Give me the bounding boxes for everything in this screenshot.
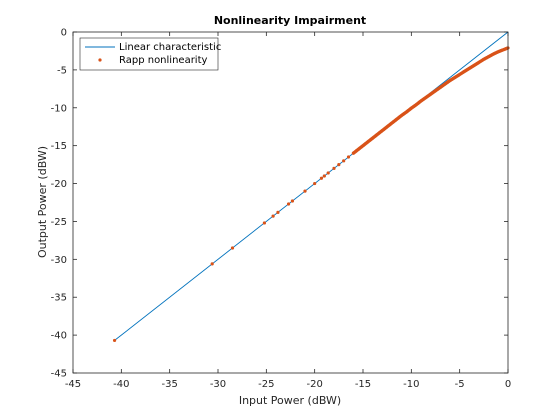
data-point-dense (505, 46, 509, 50)
x-tick-label: -35 (161, 379, 177, 390)
data-point (326, 171, 330, 175)
y-tick-label: -30 (51, 255, 67, 266)
data-point (276, 210, 280, 214)
data-point (262, 221, 266, 225)
x-tick-label: -10 (403, 379, 419, 390)
legend-marker-sample (98, 58, 102, 62)
chart-title: Nonlinearity Impairment (214, 14, 366, 27)
y-tick-label: -5 (57, 65, 67, 76)
legend-box (79, 37, 219, 71)
data-point (210, 262, 214, 266)
data-point (290, 199, 295, 203)
y-tick-label: -45 (51, 369, 67, 380)
y-tick-label: -35 (51, 293, 67, 304)
data-point (322, 174, 326, 178)
x-tick-label: -25 (258, 379, 274, 390)
data-point (230, 246, 235, 250)
data-point (286, 202, 291, 206)
y-axis-label: Output Power (dBW) (36, 146, 49, 258)
x-tick-label: -20 (306, 379, 322, 390)
x-tick-label: -40 (113, 379, 129, 390)
series-markers-rapp-nonlinearity (112, 46, 510, 343)
series-line-linear-characteristic (114, 31, 509, 341)
y-tick-label: -10 (51, 103, 67, 114)
data-point (337, 163, 341, 167)
data-point (303, 189, 307, 193)
data-point (112, 338, 117, 343)
series-layer (112, 31, 510, 343)
x-tick-label: -45 (65, 379, 81, 390)
y-tick-label: 0 (61, 28, 67, 39)
legend-label-linear: Linear characteristic (119, 42, 221, 53)
legend-label-rapp: Rapp nonlinearity (119, 55, 208, 66)
legend: Linear characteristic Rapp nonlinearity (79, 37, 221, 71)
x-tick-label: -15 (355, 379, 371, 390)
data-point (342, 159, 346, 163)
x-tick-label: -30 (210, 379, 226, 390)
plot-frame (72, 31, 509, 374)
ticks-layer: -45 -40 -35 -30 -25 -20 -15 -10 -5 0 0 -5 -10 -15 -20 -… (51, 28, 512, 391)
data-point (271, 214, 275, 218)
y-tick-label: -40 (51, 331, 67, 342)
x-tick-label: 0 (505, 379, 511, 390)
data-point (332, 166, 336, 170)
data-point (313, 181, 317, 186)
data-point (319, 176, 324, 180)
x-tick-label: -5 (455, 379, 465, 390)
y-tick-label: -25 (51, 217, 67, 228)
data-point (346, 155, 351, 159)
x-axis-label: Input Power (dBW) (239, 394, 341, 407)
y-tick-label: -15 (51, 141, 67, 152)
y-tick-label: -20 (51, 179, 67, 190)
